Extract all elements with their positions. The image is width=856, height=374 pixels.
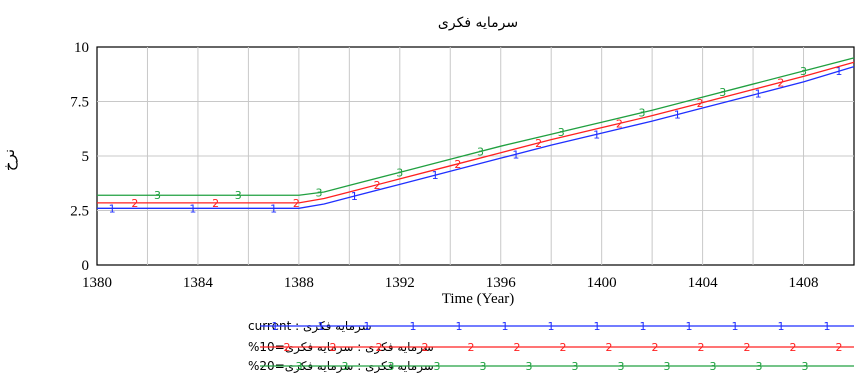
x-axis-title: Time (Year) <box>442 291 515 307</box>
legend-marker: 2 <box>468 341 475 354</box>
legend-marker: 1 <box>364 320 371 333</box>
legend-marker: 2 <box>836 341 843 354</box>
series-marker: 2 <box>374 179 381 192</box>
axes: 1380 1384 1388 1392 1396 1400 1404 1408 0 2.5 5 7.5… <box>70 40 818 291</box>
series-marker: 3 <box>154 189 161 202</box>
series-marker: 2 <box>212 197 219 210</box>
series-group: 1 1 1 1 1 1 1 1 1 1 2 2 2 2 2 2 2 2 2 3 3 3 3 3 3 3 3 3 <box>97 57 855 215</box>
legend-marker: 1 <box>456 320 463 333</box>
series-1: 1 1 1 1 1 1 1 1 1 1 <box>97 65 855 215</box>
legend-marker: 2 <box>652 341 659 354</box>
series-line <box>97 57 855 196</box>
y-tick-label: 5 <box>82 149 90 165</box>
legend-marker: 3 <box>296 360 303 373</box>
series-marker: 2 <box>697 97 704 110</box>
series-marker: 1 <box>593 128 600 141</box>
y-tick-label: 0 <box>82 258 90 274</box>
legend-marker: 1 <box>548 320 555 333</box>
legend-marker: 1 <box>594 320 601 333</box>
y-tick-label: 2.5 <box>70 204 89 220</box>
x-tick-label: 1380 <box>82 275 112 291</box>
y-axis-title: نرخ <box>2 149 18 171</box>
series-marker: 2 <box>293 197 300 210</box>
chart-title: سرمایه فکری <box>438 15 518 31</box>
series-marker: 3 <box>235 189 242 202</box>
legend-marker: 1 <box>410 320 417 333</box>
series-marker: 3 <box>719 86 726 99</box>
y-tick-label: 10 <box>74 40 89 56</box>
x-tick-label: 1400 <box>587 275 617 291</box>
legend-marker: 1 <box>778 320 785 333</box>
legend-marker: 1 <box>686 320 693 333</box>
x-tick-label: 1388 <box>284 275 314 291</box>
legend-marker: 2 <box>744 341 751 354</box>
x-tick-label: 1404 <box>688 275 719 291</box>
legend-marker: 2 <box>514 341 521 354</box>
legend-marker: 3 <box>756 360 763 373</box>
series-marker: 2 <box>535 137 542 150</box>
y-tick-label: 7.5 <box>70 95 89 111</box>
legend-marker: 2 <box>422 341 429 354</box>
series-marker: 3 <box>477 145 484 158</box>
legend-marker: 3 <box>388 360 395 373</box>
legend-entry: سرمایه فکری : سرمایه فکری=20%3 3 3 3 3 3 3 3 3 3 3… <box>248 359 854 374</box>
legend-marker: 2 <box>698 341 705 354</box>
series-marker: 1 <box>351 190 358 203</box>
series-marker: 2 <box>454 158 461 171</box>
legend-marker: 2 <box>330 341 337 354</box>
legend-marker: 3 <box>618 360 625 373</box>
grid <box>97 47 854 265</box>
series-marker: 2 <box>131 197 138 210</box>
legend-marker: 2 <box>284 341 291 354</box>
series-marker: 1 <box>270 202 277 215</box>
series-marker: 3 <box>639 107 646 120</box>
legend-marker: 3 <box>342 360 349 373</box>
series-marker: 1 <box>674 109 681 122</box>
legend-marker: 3 <box>802 360 809 373</box>
legend-marker: 1 <box>272 320 279 333</box>
series-marker: 1 <box>189 202 196 215</box>
legend-marker: 3 <box>434 360 441 373</box>
series-2: 2 2 2 2 2 2 2 2 2 <box>97 61 855 210</box>
legend-marker: 1 <box>502 320 509 333</box>
series-marker: 1 <box>432 169 439 182</box>
series-marker: 1 <box>755 88 762 101</box>
series-marker: 3 <box>800 65 807 78</box>
legend-marker: 2 <box>560 341 567 354</box>
series-line <box>97 61 855 204</box>
x-tick-label: 1392 <box>385 275 415 291</box>
series-marker: 1 <box>512 148 519 161</box>
legend-marker: 3 <box>710 360 717 373</box>
series-3: 3 3 3 3 3 3 3 3 3 <box>97 57 855 202</box>
legend-marker: 1 <box>732 320 739 333</box>
legend-marker: 3 <box>480 360 487 373</box>
legend-marker: 2 <box>790 341 797 354</box>
x-tick-label: 1396 <box>486 275 517 291</box>
series-marker: 1 <box>835 65 842 78</box>
legend-marker: 3 <box>572 360 579 373</box>
legend-marker: 1 <box>318 320 325 333</box>
legend-marker: 1 <box>824 320 831 333</box>
series-line <box>97 65 855 209</box>
legend-marker: 2 <box>376 341 383 354</box>
legend-marker: 3 <box>526 360 533 373</box>
series-marker: 2 <box>616 117 623 130</box>
legend-marker: 1 <box>640 320 647 333</box>
series-marker: 2 <box>777 76 784 89</box>
series-marker: 1 <box>109 202 116 215</box>
series-marker: 3 <box>396 166 403 179</box>
series-marker: 3 <box>558 126 565 139</box>
series-marker: 3 <box>316 187 323 200</box>
x-tick-label: 1408 <box>789 275 819 291</box>
x-tick-label: 1384 <box>183 275 214 291</box>
legend-marker: 2 <box>606 341 613 354</box>
legend-entry: سرمایه فکری : سرمایه فکری=10%2 2 2 2 2 2 2 2 2 2 2… <box>248 340 854 355</box>
legend-marker: 3 <box>664 360 671 373</box>
